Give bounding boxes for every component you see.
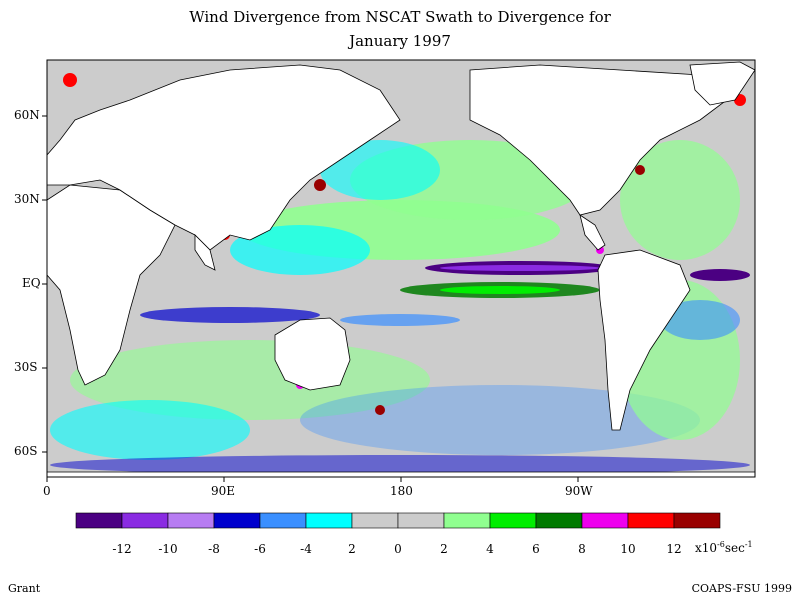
- legend-swatch: [535, 512, 583, 529]
- lon-label-180: 180: [390, 484, 413, 498]
- lat-label-60s: 60S: [14, 444, 38, 458]
- map-title-line2: January 1997: [349, 32, 451, 50]
- lat-label-30s: 30S: [14, 360, 38, 374]
- legend-swatch: [259, 512, 307, 529]
- legend-tick-label: -4: [300, 542, 312, 556]
- legend-colorbar: [75, 512, 721, 529]
- legend-swatch: [75, 512, 123, 529]
- legend-tick-label: 2: [348, 542, 356, 556]
- lat-label-60n: 60N: [14, 108, 40, 122]
- lat-label-30n: 30N: [14, 192, 40, 206]
- legend-swatch: [489, 512, 537, 529]
- legend-tick-label: 6: [532, 542, 540, 556]
- legend-swatch: [443, 512, 491, 529]
- legend-tick-label: 2: [440, 542, 448, 556]
- legend-swatch: [351, 512, 399, 529]
- legend-tick-label: 10: [620, 542, 636, 556]
- legend-swatch: [581, 512, 629, 529]
- legend-swatch: [121, 512, 169, 529]
- legend-swatch: [397, 512, 445, 529]
- legend-swatch: [213, 512, 261, 529]
- lat-label-eq: EQ: [22, 276, 41, 290]
- legend-tick-label: 4: [486, 542, 494, 556]
- legend-tick-label: 12: [666, 542, 682, 556]
- legend-swatch: [673, 512, 721, 529]
- legend-units: x10-6sec-1: [695, 540, 753, 555]
- axis-ticks: [42, 115, 579, 482]
- legend-tick-label: 8: [578, 542, 586, 556]
- legend-swatch: [627, 512, 675, 529]
- lon-label-90e: 90E: [211, 484, 236, 498]
- legend-tick-label: -8: [208, 542, 220, 556]
- lon-label-0: 0: [43, 484, 51, 498]
- legend-swatch: [167, 512, 215, 529]
- footer-author: Grant: [8, 582, 41, 595]
- legend-swatch: [305, 512, 353, 529]
- map-title-line1: Wind Divergence from NSCAT Swath to Dive…: [189, 8, 611, 26]
- legend-tick-label: 0: [394, 542, 402, 556]
- legend-tick-label: -6: [254, 542, 266, 556]
- footer-credit: COAPS-FSU 1999: [691, 582, 792, 595]
- land-masses: [47, 61, 755, 477]
- legend-tick-label: -10: [158, 542, 178, 556]
- lon-label-90w: 90W: [565, 484, 593, 498]
- legend-tick-label: -12: [112, 542, 132, 556]
